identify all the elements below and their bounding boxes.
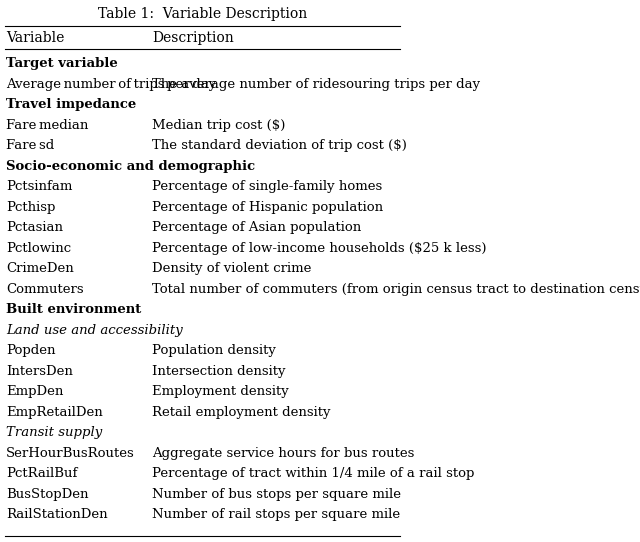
Text: Variable: Variable <box>6 30 65 44</box>
Text: Retail employment density: Retail employment density <box>152 406 331 419</box>
Text: Average number of trips per day: Average number of trips per day <box>6 78 216 91</box>
Text: Density of violent crime: Density of violent crime <box>152 262 312 275</box>
Text: Median trip cost ($): Median trip cost ($) <box>152 119 286 132</box>
Text: SerHourBusRoutes: SerHourBusRoutes <box>6 447 135 460</box>
Text: IntersDen: IntersDen <box>6 365 73 378</box>
Text: Number of bus stops per square mile: Number of bus stops per square mile <box>152 488 401 501</box>
Text: Population density: Population density <box>152 344 276 357</box>
Text: Fare median: Fare median <box>6 119 88 132</box>
Text: Commuters: Commuters <box>6 283 84 296</box>
Text: The standard deviation of trip cost ($): The standard deviation of trip cost ($) <box>152 139 407 152</box>
Text: Intersection density: Intersection density <box>152 365 286 378</box>
Text: Percentage of Hispanic population: Percentage of Hispanic population <box>152 201 383 214</box>
Text: EmpDen: EmpDen <box>6 385 63 398</box>
Text: Pctasian: Pctasian <box>6 221 63 234</box>
Text: Travel impedance: Travel impedance <box>6 99 136 112</box>
Text: Employment density: Employment density <box>152 385 289 398</box>
Text: Description: Description <box>152 30 234 44</box>
Text: Percentage of Asian population: Percentage of Asian population <box>152 221 362 234</box>
Text: CrimeDen: CrimeDen <box>6 262 74 275</box>
Text: Total number of commuters (from origin census tract to destination census tract): Total number of commuters (from origin c… <box>152 283 640 296</box>
Text: BusStopDen: BusStopDen <box>6 488 89 501</box>
Text: Pctlowinc: Pctlowinc <box>6 242 71 255</box>
Text: Fare sd: Fare sd <box>6 139 54 152</box>
Text: RailStationDen: RailStationDen <box>6 508 108 521</box>
Text: Aggregate service hours for bus routes: Aggregate service hours for bus routes <box>152 447 415 460</box>
Text: Socio-economic and demographic: Socio-economic and demographic <box>6 160 255 173</box>
Text: EmpRetailDen: EmpRetailDen <box>6 406 103 419</box>
Text: Table 1:  Variable Description: Table 1: Variable Description <box>98 7 307 21</box>
Text: Land use and accessibility: Land use and accessibility <box>6 324 183 337</box>
Text: Built environment: Built environment <box>6 304 141 317</box>
Text: Pctsinfam: Pctsinfam <box>6 180 72 193</box>
Text: Target variable: Target variable <box>6 57 118 70</box>
Text: Percentage of low-income households ($25 k less): Percentage of low-income households ($25… <box>152 242 487 255</box>
Text: Number of rail stops per square mile: Number of rail stops per square mile <box>152 508 401 521</box>
Text: The average number of ridesouring trips per day: The average number of ridesouring trips … <box>152 78 481 91</box>
Text: Popden: Popden <box>6 344 56 357</box>
Text: Transit supply: Transit supply <box>6 426 102 439</box>
Text: Pcthisp: Pcthisp <box>6 201 56 214</box>
Text: Percentage of tract within 1/4 mile of a rail stop: Percentage of tract within 1/4 mile of a… <box>152 467 475 480</box>
Text: Percentage of single-family homes: Percentage of single-family homes <box>152 180 383 193</box>
Text: PctRailBuf: PctRailBuf <box>6 467 77 480</box>
